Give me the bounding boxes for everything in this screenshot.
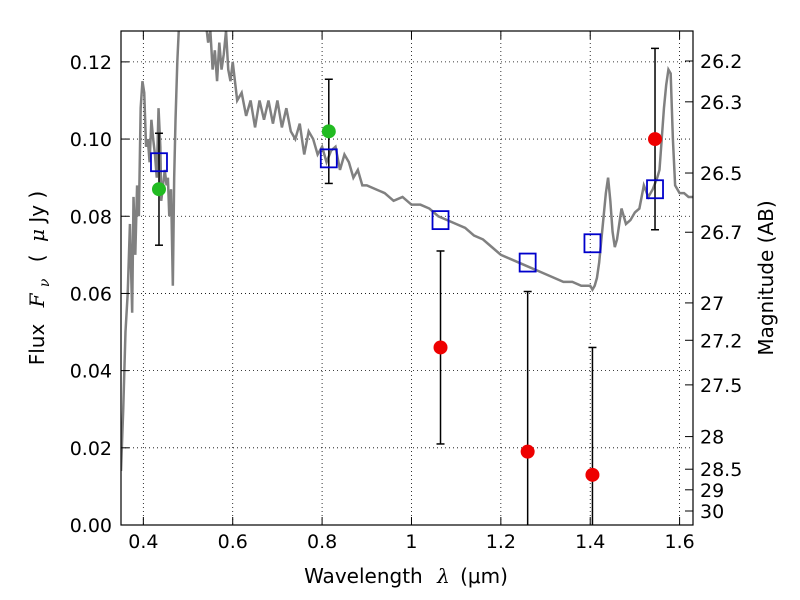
- right-tick-label: 29: [700, 480, 724, 502]
- model-spectrum-line: [121, 31, 693, 472]
- plot-frame: [120, 30, 694, 526]
- y-tick-label: 0.08: [70, 206, 112, 228]
- model-photometry-square: [583, 233, 602, 254]
- detection-marker: [151, 182, 166, 197]
- upper-limit-marker: [585, 467, 600, 482]
- model-photometry-square: [646, 179, 664, 200]
- right-tick-label: 28.5: [700, 459, 742, 481]
- x-tick-label: 0.8: [307, 531, 337, 553]
- y-axis-title: Flux F ν ( μ Jy ): [25, 191, 54, 366]
- detection-points: [151, 124, 336, 197]
- y-tick-label: 0.12: [70, 52, 112, 74]
- plot-area: [121, 31, 693, 525]
- right-tick-label: 26.2: [700, 51, 742, 73]
- y-tick-label: 0.06: [70, 283, 112, 305]
- x-axis-title: Wavelength λ (μm): [304, 564, 508, 588]
- y-axis-ticks: 0.00 0.02 0.04 0.06 0.08 0.10 0.12: [70, 52, 129, 537]
- y-tick-label: 0.00: [70, 515, 112, 537]
- x-tick-label: 1.2: [486, 531, 516, 553]
- y-tick-label: 0.02: [70, 438, 112, 460]
- model-photometry-points: [150, 148, 664, 273]
- x-tick-label: 1.6: [664, 531, 694, 553]
- y-tick-label: 0.10: [70, 129, 112, 151]
- right-tick-label: 26.3: [700, 92, 742, 114]
- upper-limit-marker: [520, 444, 535, 459]
- y-tick-label: 0.04: [70, 361, 112, 383]
- right-tick-label: 27.5: [700, 375, 742, 397]
- right-tick-label: 30: [700, 501, 724, 523]
- model-photometry-square: [150, 152, 168, 173]
- x-tick-label: 0.6: [218, 531, 248, 553]
- x-axis-ticks: 0.4 0.6 0.8 1 1.2 1.4 1.6: [128, 31, 695, 553]
- right-tick-label: 28: [700, 427, 724, 449]
- right-tick-label: 26.5: [700, 163, 742, 185]
- model-photometry-square: [431, 210, 450, 231]
- upper-limit-marker: [648, 132, 663, 147]
- right-tick-label: 27: [700, 293, 724, 315]
- model-photometry-square: [518, 252, 537, 273]
- upper-limit-points: [433, 132, 663, 482]
- model-photometry-square: [319, 148, 338, 169]
- upper-limit-marker: [433, 340, 448, 355]
- detection-marker: [321, 124, 336, 139]
- x-tick-label: 1: [405, 531, 417, 553]
- right-tick-label: 26.7: [700, 222, 742, 244]
- right-tick-label: 27.2: [700, 330, 742, 352]
- x-tick-label: 0.4: [128, 531, 158, 553]
- right-axis-title: Magnitude (AB): [754, 200, 778, 355]
- x-tick-label: 1.4: [575, 531, 605, 553]
